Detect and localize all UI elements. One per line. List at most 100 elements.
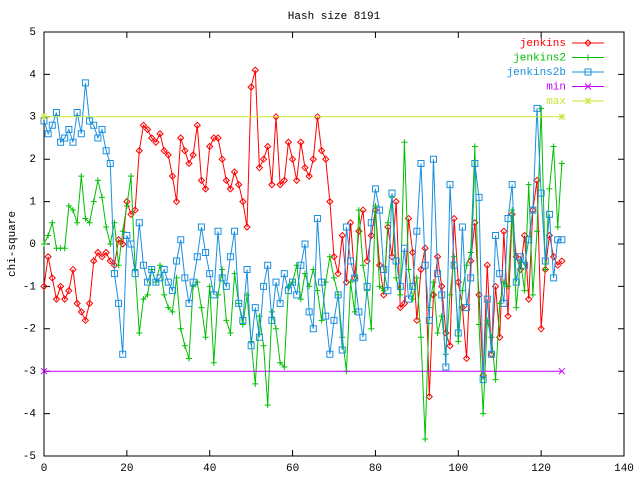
marker [164,278,172,286]
marker [94,177,101,184]
marker [471,159,479,167]
marker [476,321,482,328]
marker [86,117,94,125]
marker [505,283,511,290]
marker [380,287,387,294]
marker [273,325,279,332]
marker [156,130,164,138]
marker [359,333,367,341]
marker [226,253,234,261]
marker [347,257,355,265]
marker [409,282,417,290]
marker [425,316,433,324]
marker [143,125,152,134]
chart-title: Hash size 8191 [288,11,381,23]
legend-label: jenkins2b [507,67,566,79]
marker [44,253,52,261]
marker [230,168,239,176]
marker [103,224,110,231]
legend-label: jenkins2 [513,52,566,64]
marker [194,279,201,286]
marker [168,287,176,295]
marker [384,287,392,295]
marker [65,126,73,134]
marker [127,240,135,248]
marker [422,436,429,443]
marker [52,295,61,303]
marker [462,354,471,363]
marker [334,269,342,278]
marker [110,270,118,278]
marker [185,299,193,307]
marker [161,291,168,298]
marker [363,282,371,290]
marker [397,291,404,298]
marker [90,257,98,265]
marker [467,274,475,282]
marker [438,313,445,320]
marker [492,376,499,383]
marker [276,299,284,307]
marker [351,274,359,282]
marker [177,325,184,332]
marker [376,206,384,214]
marker [429,155,437,163]
marker [160,147,168,155]
marker [558,236,566,244]
marker [49,219,56,226]
marker [288,155,297,163]
marker [513,304,520,311]
marker [251,66,259,74]
marker [165,304,172,311]
marker [521,287,528,294]
marker [123,232,131,240]
marker [322,155,330,163]
marker [467,249,474,256]
marker [73,299,81,308]
marker [326,197,334,206]
y-tick-label: -1 [23,281,37,293]
marker [367,219,375,227]
marker [94,134,102,142]
marker [119,228,126,235]
marker [293,176,301,185]
marker [317,147,326,155]
marker [368,325,375,332]
marker [313,215,321,223]
marker [201,185,210,193]
marker [496,300,503,307]
marker [331,274,337,281]
marker [550,274,558,282]
marker [359,206,367,214]
marker [509,207,516,214]
marker [545,210,553,218]
marker [409,296,416,303]
marker [243,223,251,231]
marker [433,253,442,261]
marker [500,279,507,286]
marker [98,126,106,134]
marker [525,181,532,188]
marker [70,207,76,214]
x-tick-label: 20 [120,463,133,475]
marker [81,316,90,325]
marker [268,180,276,189]
marker [276,180,284,189]
marker [255,333,263,341]
marker [442,363,450,371]
marker [409,248,417,257]
marker [289,278,297,286]
y-tick-label: 3 [29,112,36,124]
marker [223,317,230,324]
marker [318,278,326,286]
marker [252,380,259,387]
marker [264,261,272,269]
marker [115,262,122,269]
y-tick-label: 0 [29,239,36,251]
marker [521,261,529,269]
marker [115,299,123,307]
marker [492,232,500,240]
marker [160,265,168,273]
marker [396,303,404,312]
x-tick-label: 0 [41,463,48,475]
